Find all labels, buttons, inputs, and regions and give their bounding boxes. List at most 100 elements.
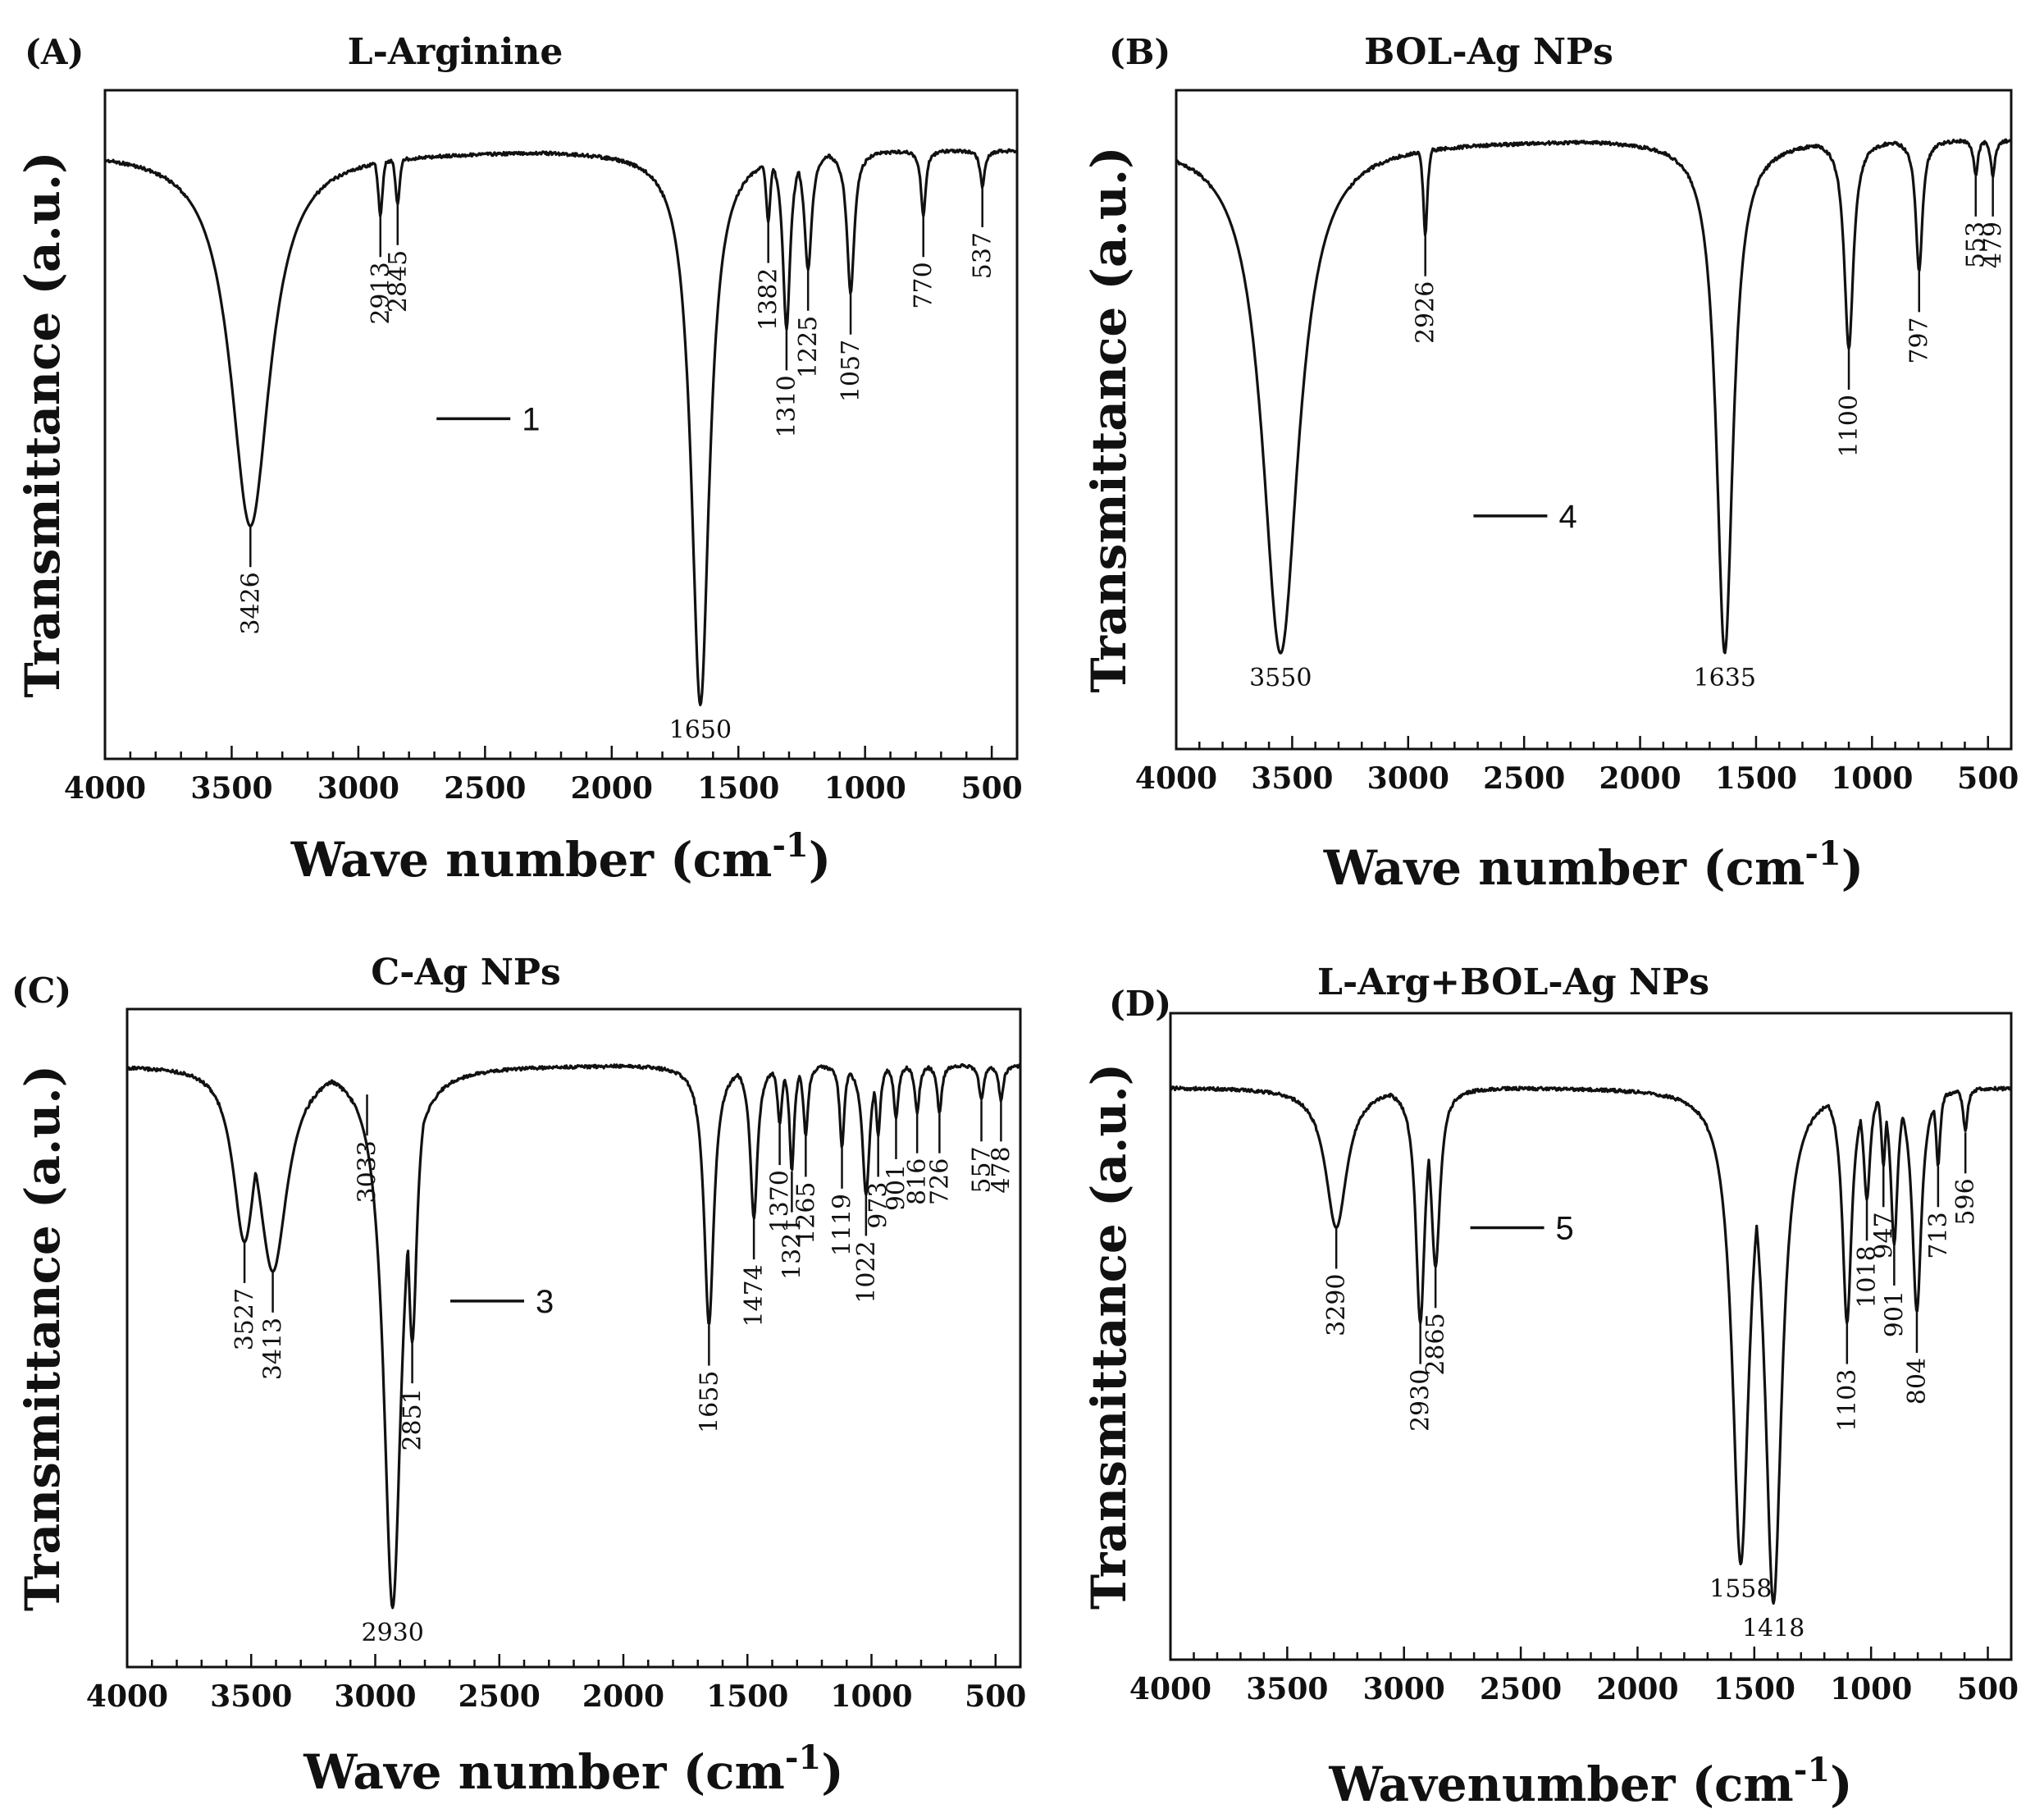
peak-label: 2865 [1421, 1313, 1450, 1375]
peak-label: 3527 [230, 1288, 259, 1350]
panel-c: 4000 3500 3000 2500 2000 1500 1000 500 (C) C-Ag N… [11, 952, 1026, 1800]
peak-label: 1418 [1742, 1614, 1804, 1642]
spectrum-line-a [103, 148, 1019, 706]
x-tick-label: 1500 [706, 1679, 788, 1714]
x-axis-title: Wavenumber (cm-1) [1328, 1751, 1852, 1812]
peak-label: 3426 [236, 572, 265, 634]
peak-label: 770 [910, 262, 938, 308]
peak-label: 1370 [766, 1170, 795, 1232]
x-tick-label: 1000 [1831, 761, 1913, 796]
peak-label: 3550 [1249, 664, 1312, 692]
x-tick-label: 500 [1957, 1672, 2019, 1706]
panel-title: L-Arginine [348, 31, 563, 73]
peak-label: 901 [882, 1164, 910, 1211]
x-tick-label: 2500 [459, 1679, 541, 1714]
peak-label: 1310 [773, 375, 801, 437]
panel-letter: (C) [11, 971, 71, 1011]
peak-label: 1119 [828, 1194, 857, 1256]
peak-label: 2913 [367, 262, 395, 324]
peak-label: 1635 [1694, 664, 1756, 692]
x-tick-label: 500 [961, 771, 1023, 806]
x-tick-label: 4000 [64, 771, 146, 806]
peak-label: 1057 [837, 340, 865, 402]
x-tick-label: 3500 [210, 1679, 292, 1714]
x-tick-label: 1500 [1713, 1672, 1795, 1706]
x-tick-label: 1500 [697, 771, 779, 806]
peak-label: 1265 [792, 1181, 820, 1244]
peak-label: 1225 [794, 316, 823, 378]
y-axis-title: Transmittance (a.u.) [15, 1065, 71, 1611]
peak-label: 1558 [1709, 1575, 1772, 1604]
x-tick-label: 4000 [1135, 761, 1217, 796]
peak-label: 3413 [259, 1318, 288, 1380]
peak-label: 478 [987, 1146, 1015, 1193]
panel-letter: (D) [1109, 984, 1171, 1024]
x-tick-label: 4000 [86, 1679, 168, 1714]
spectrum-line-d [1169, 1085, 2013, 1606]
x-tick-label: 2000 [571, 771, 653, 806]
panel-a: 4000 3500 3000 2500 2000 1500 1000 500 (A) L-Argi… [15, 31, 1023, 888]
peak-label: 1655 [695, 1371, 723, 1433]
peak-label: 1650 [669, 715, 732, 744]
peak-label: 2930 [1407, 1369, 1435, 1432]
peak-label: 797 [1905, 317, 1934, 363]
peak-label: 2845 [384, 250, 413, 313]
peak-label: 901 [1880, 1290, 1909, 1337]
x-tick-label: 1000 [830, 1679, 912, 1714]
panel-title: L-Arg+BOL-Ag NPs [1317, 962, 1709, 1003]
x-tick-label: 3000 [1363, 1672, 1445, 1706]
peak-label: 479 [1979, 222, 2008, 268]
legend-label: 4 [1558, 499, 1576, 535]
legend-label: 5 [1556, 1210, 1574, 1246]
peak-label: 1103 [1833, 1369, 1862, 1432]
peak-label: 713 [1924, 1212, 1953, 1258]
panel-title: BOL-Ag NPs [1364, 31, 1613, 73]
x-tick-label: 3000 [317, 771, 399, 806]
panel-letter: (A) [25, 32, 84, 72]
x-tick-label: 3500 [1251, 761, 1333, 796]
y-axis-title: Transmittance (a.u.) [15, 151, 71, 697]
x-tick-label: 2500 [1480, 1672, 1562, 1706]
x-tick-label: 3500 [1246, 1672, 1328, 1706]
spectrum-line-c [126, 1062, 1022, 1610]
peak-label: 2851 [399, 1388, 427, 1450]
panel-title: C-Ag NPs [371, 952, 561, 994]
x-tick-label: 2000 [1596, 1672, 1678, 1706]
x-tick-label: 4000 [1129, 1672, 1211, 1706]
panel-letter: (B) [1109, 32, 1170, 72]
peak-label: 1018 [1853, 1245, 1882, 1308]
x-axis-title: Wave number (cm-1) [1323, 834, 1864, 896]
peak-label: 1100 [1835, 395, 1864, 457]
x-tick-label: 3000 [334, 1679, 416, 1714]
x-tick-label: 1000 [824, 771, 906, 806]
x-tick-label: 2000 [582, 1679, 664, 1714]
peak-label: 1474 [740, 1264, 769, 1327]
peak-label: 816 [903, 1158, 932, 1205]
peak-label: 557 [968, 1146, 997, 1193]
peak-label: 973 [865, 1181, 893, 1228]
peak-label: 596 [1951, 1178, 1980, 1225]
peak-label: 3290 [1322, 1273, 1351, 1336]
x-tick-label: 1500 [1715, 761, 1797, 796]
x-tick-label: 500 [1957, 761, 2019, 796]
peak-label: 1321 [778, 1217, 806, 1280]
panel-d: 4000 3500 3000 2500 2000 1500 1000 500 (D) L-Arg+… [1081, 962, 2019, 1812]
panel-b: 4000 3500 3000 2500 2000 1500 1000 500 (B) BOL-Ag… [1081, 31, 2019, 896]
x-axis-title: Wave number (cm-1) [290, 826, 831, 888]
x-tick-label: 2500 [444, 771, 526, 806]
peak-label: 2926 [1412, 281, 1440, 344]
y-axis-title: Transmittance (a.u.) [1081, 146, 1137, 692]
peak-label: 1022 [852, 1240, 881, 1303]
x-tick-label: 1000 [1830, 1672, 1912, 1706]
peak-label: 2930 [361, 1619, 423, 1647]
legend-label: 3 [536, 1284, 554, 1320]
x-tick-label: 3500 [190, 771, 272, 806]
x-tick-label: 2500 [1483, 761, 1565, 796]
plot-frame-a [103, 89, 1019, 761]
x-tick-label: 3000 [1367, 761, 1449, 796]
x-axis-title: Wave number (cm-1) [303, 1738, 843, 1800]
spectrum-line-b [1175, 138, 2012, 655]
peak-label: 537 [969, 232, 997, 279]
x-tick-label: 500 [965, 1679, 1026, 1714]
peak-label: 1382 [755, 268, 783, 331]
